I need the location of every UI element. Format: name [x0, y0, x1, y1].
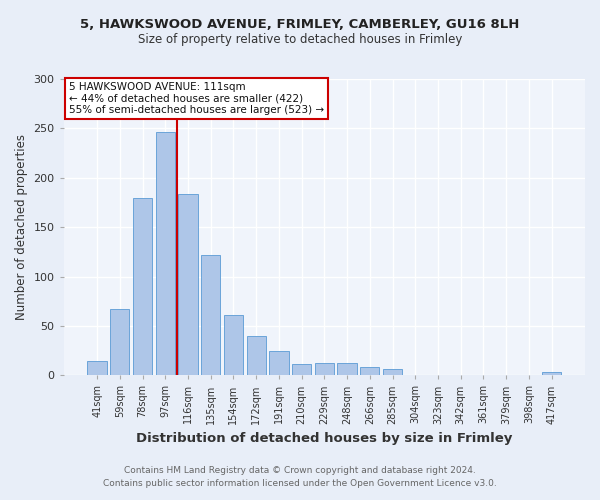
Bar — [224, 315, 243, 376]
Bar — [542, 372, 562, 376]
Y-axis label: Number of detached properties: Number of detached properties — [15, 134, 28, 320]
Bar — [178, 194, 197, 376]
Bar — [337, 364, 357, 376]
Bar — [110, 309, 130, 376]
Bar — [155, 132, 175, 376]
Bar — [383, 370, 402, 376]
Text: Size of property relative to detached houses in Frimley: Size of property relative to detached ho… — [138, 32, 462, 46]
Bar — [133, 198, 152, 376]
Text: 5, HAWKSWOOD AVENUE, FRIMLEY, CAMBERLEY, GU16 8LH: 5, HAWKSWOOD AVENUE, FRIMLEY, CAMBERLEY,… — [80, 18, 520, 30]
X-axis label: Distribution of detached houses by size in Frimley: Distribution of detached houses by size … — [136, 432, 512, 445]
Bar — [314, 364, 334, 376]
Bar — [88, 362, 107, 376]
Bar — [269, 350, 289, 376]
Bar — [292, 364, 311, 376]
Bar — [201, 255, 220, 376]
Text: Contains HM Land Registry data © Crown copyright and database right 2024.
Contai: Contains HM Land Registry data © Crown c… — [103, 466, 497, 487]
Text: 5 HAWKSWOOD AVENUE: 111sqm
← 44% of detached houses are smaller (422)
55% of sem: 5 HAWKSWOOD AVENUE: 111sqm ← 44% of deta… — [69, 82, 324, 115]
Bar — [247, 336, 266, 376]
Bar — [360, 368, 379, 376]
